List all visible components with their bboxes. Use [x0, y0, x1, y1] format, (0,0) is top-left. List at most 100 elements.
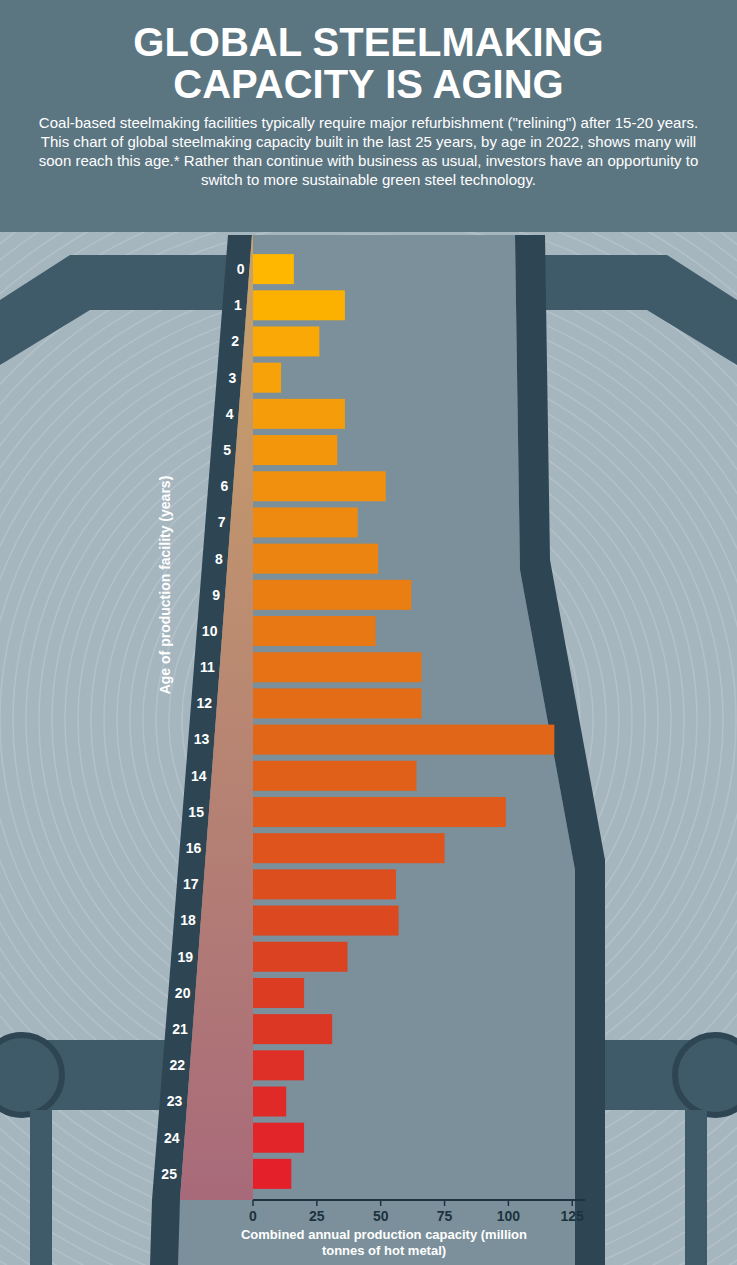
vessel-wedge	[180, 235, 253, 1200]
bar	[253, 869, 396, 899]
ring	[0, 0, 737, 1265]
x-tick	[316, 1200, 318, 1206]
bar	[253, 725, 554, 755]
ring	[0, 170, 737, 1265]
ring	[0, 131, 737, 1265]
ring	[0, 157, 737, 1265]
bars	[253, 254, 554, 1189]
category-label: 25	[161, 1166, 177, 1182]
x-tick-label: 50	[373, 1208, 389, 1224]
category-label: 12	[196, 695, 212, 711]
category-label: 18	[180, 912, 196, 928]
bar	[253, 761, 416, 791]
chart: 0123456789101112131415161718192021222324…	[0, 0, 737, 1265]
x-axis-title: Combined annual production capacity (mil…	[241, 1227, 527, 1258]
header	[0, 0, 737, 232]
category-label: 9	[212, 587, 220, 603]
bar	[253, 1159, 291, 1189]
bar	[253, 688, 422, 718]
x-tick	[444, 1200, 446, 1206]
ring	[0, 0, 737, 1265]
background	[0, 0, 737, 1265]
category-label: 19	[178, 949, 194, 965]
ring	[0, 0, 737, 1265]
ring	[0, 79, 737, 1265]
bar	[253, 471, 386, 501]
category-label: 16	[186, 840, 202, 856]
ring	[0, 0, 737, 1265]
ring	[0, 105, 737, 1265]
category-label: 4	[226, 406, 234, 422]
bar	[253, 652, 422, 682]
x-tick-label: 0	[249, 1208, 257, 1224]
bar	[253, 363, 281, 393]
background-rings	[0, 0, 737, 1265]
ring	[0, 66, 737, 1265]
category-label: 24	[164, 1130, 180, 1146]
bar	[253, 797, 506, 827]
ring	[0, 0, 737, 1265]
category-label: 22	[169, 1057, 185, 1073]
bar	[253, 942, 347, 972]
bar	[253, 1014, 332, 1044]
category-label: 5	[223, 442, 231, 458]
vessel-wall	[150, 235, 252, 1265]
x-tick-label: 100	[497, 1208, 521, 1224]
ring	[0, 0, 737, 1265]
bar	[253, 616, 376, 646]
category-label: 17	[183, 876, 199, 892]
category-label: 1	[234, 297, 242, 313]
ring	[0, 0, 737, 1265]
ring	[0, 0, 737, 1265]
ring	[0, 118, 737, 1265]
bar	[253, 254, 294, 284]
category-label: 8	[215, 551, 223, 567]
ring	[0, 0, 737, 1265]
bar	[253, 833, 445, 863]
bar	[253, 1123, 304, 1153]
category-label: 11	[200, 659, 215, 675]
pipe	[0, 255, 230, 365]
subtitle: Coal-based steelmaking facilities typica…	[39, 114, 699, 188]
category-label: 13	[194, 731, 210, 747]
pipe-joint	[0, 1035, 62, 1115]
category-label: 6	[220, 478, 228, 494]
bar	[253, 326, 319, 356]
x-tick	[252, 1200, 254, 1206]
x-tick-label: 75	[437, 1208, 453, 1224]
category-label: 15	[188, 804, 204, 820]
bar	[253, 580, 411, 610]
title: GLOBAL STEELMAKINGCAPACITY IS AGING	[133, 20, 603, 106]
ring	[0, 144, 737, 1265]
category-label: 14	[191, 768, 207, 784]
category-label: 3	[229, 370, 237, 386]
x-tick-label: 125	[561, 1208, 585, 1224]
x-axis-line	[253, 1199, 585, 1201]
category-label: 2	[231, 333, 239, 349]
x-tick-label: 25	[309, 1208, 325, 1224]
ring	[0, 1, 737, 1265]
pipe	[540, 255, 737, 365]
category-label: 21	[172, 1021, 188, 1037]
bar	[253, 435, 337, 465]
ring	[0, 0, 737, 1265]
category-label: 10	[202, 623, 218, 639]
bar	[253, 978, 304, 1008]
category-label: 23	[167, 1093, 183, 1109]
ring	[0, 0, 737, 1265]
ring	[0, 0, 737, 1265]
category-label: 20	[175, 985, 191, 1001]
pipe	[685, 1110, 707, 1265]
x-tick	[380, 1200, 382, 1206]
bar	[253, 1050, 304, 1080]
ring	[0, 0, 737, 1265]
bar	[253, 544, 378, 574]
ring	[0, 53, 737, 1265]
category-label: 0	[237, 261, 245, 277]
ring	[0, 92, 737, 1265]
x-tick	[508, 1200, 510, 1206]
x-tick	[571, 1200, 573, 1206]
pipe-joint	[675, 1035, 737, 1115]
category-label: 7	[218, 514, 226, 530]
bar	[253, 507, 358, 537]
